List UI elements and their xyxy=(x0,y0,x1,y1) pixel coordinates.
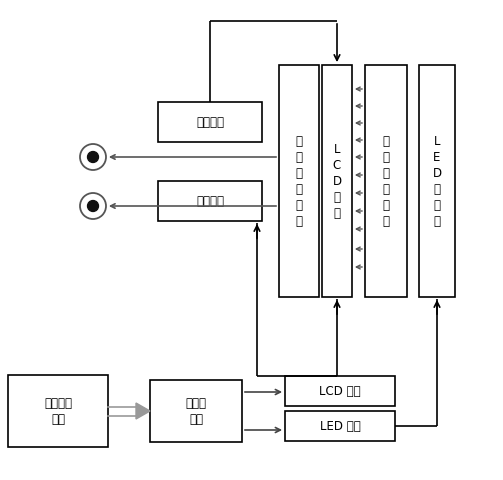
Bar xyxy=(285,376,395,406)
Bar xyxy=(279,66,319,298)
Circle shape xyxy=(88,201,99,212)
Text: L
C
D
屏
幕: L C D 屏 幕 xyxy=(332,143,342,220)
Bar xyxy=(365,66,407,298)
Bar xyxy=(158,103,262,143)
Text: 散
射
光
学
元
件: 散 射 光 学 元 件 xyxy=(382,135,389,228)
Polygon shape xyxy=(136,403,150,419)
Bar xyxy=(322,66,352,298)
Bar xyxy=(8,375,108,447)
Text: LCD 驱动: LCD 驱动 xyxy=(319,384,361,397)
Text: 右眼图像: 右眼图像 xyxy=(196,195,224,208)
Text: L
E
D
背
光
源: L E D 背 光 源 xyxy=(433,135,442,228)
Bar xyxy=(150,380,242,442)
Text: 特
制
光
学
屏
幕: 特 制 光 学 屏 幕 xyxy=(295,135,302,228)
Bar xyxy=(158,181,262,222)
Text: 综合处
理器: 综合处 理器 xyxy=(186,396,207,426)
Text: LED 驱动: LED 驱动 xyxy=(319,420,360,432)
Bar xyxy=(419,66,455,298)
Bar xyxy=(285,411,395,441)
Text: 左眼图像: 左眼图像 xyxy=(196,116,224,129)
Text: 立体图像
信号: 立体图像 信号 xyxy=(44,396,72,426)
Circle shape xyxy=(88,152,99,163)
